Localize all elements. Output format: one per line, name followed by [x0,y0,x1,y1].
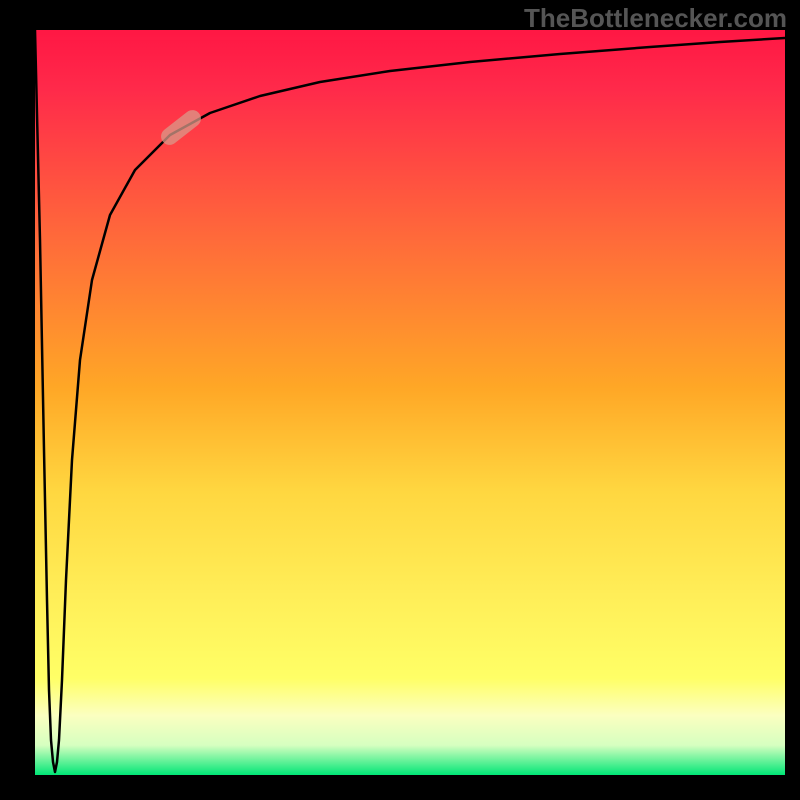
watermark-text: TheBottlenecker.com [524,3,787,34]
curve-layer [0,0,800,800]
chart-container: TheBottlenecker.com [0,0,800,800]
bottleneck-curve [35,30,785,772]
